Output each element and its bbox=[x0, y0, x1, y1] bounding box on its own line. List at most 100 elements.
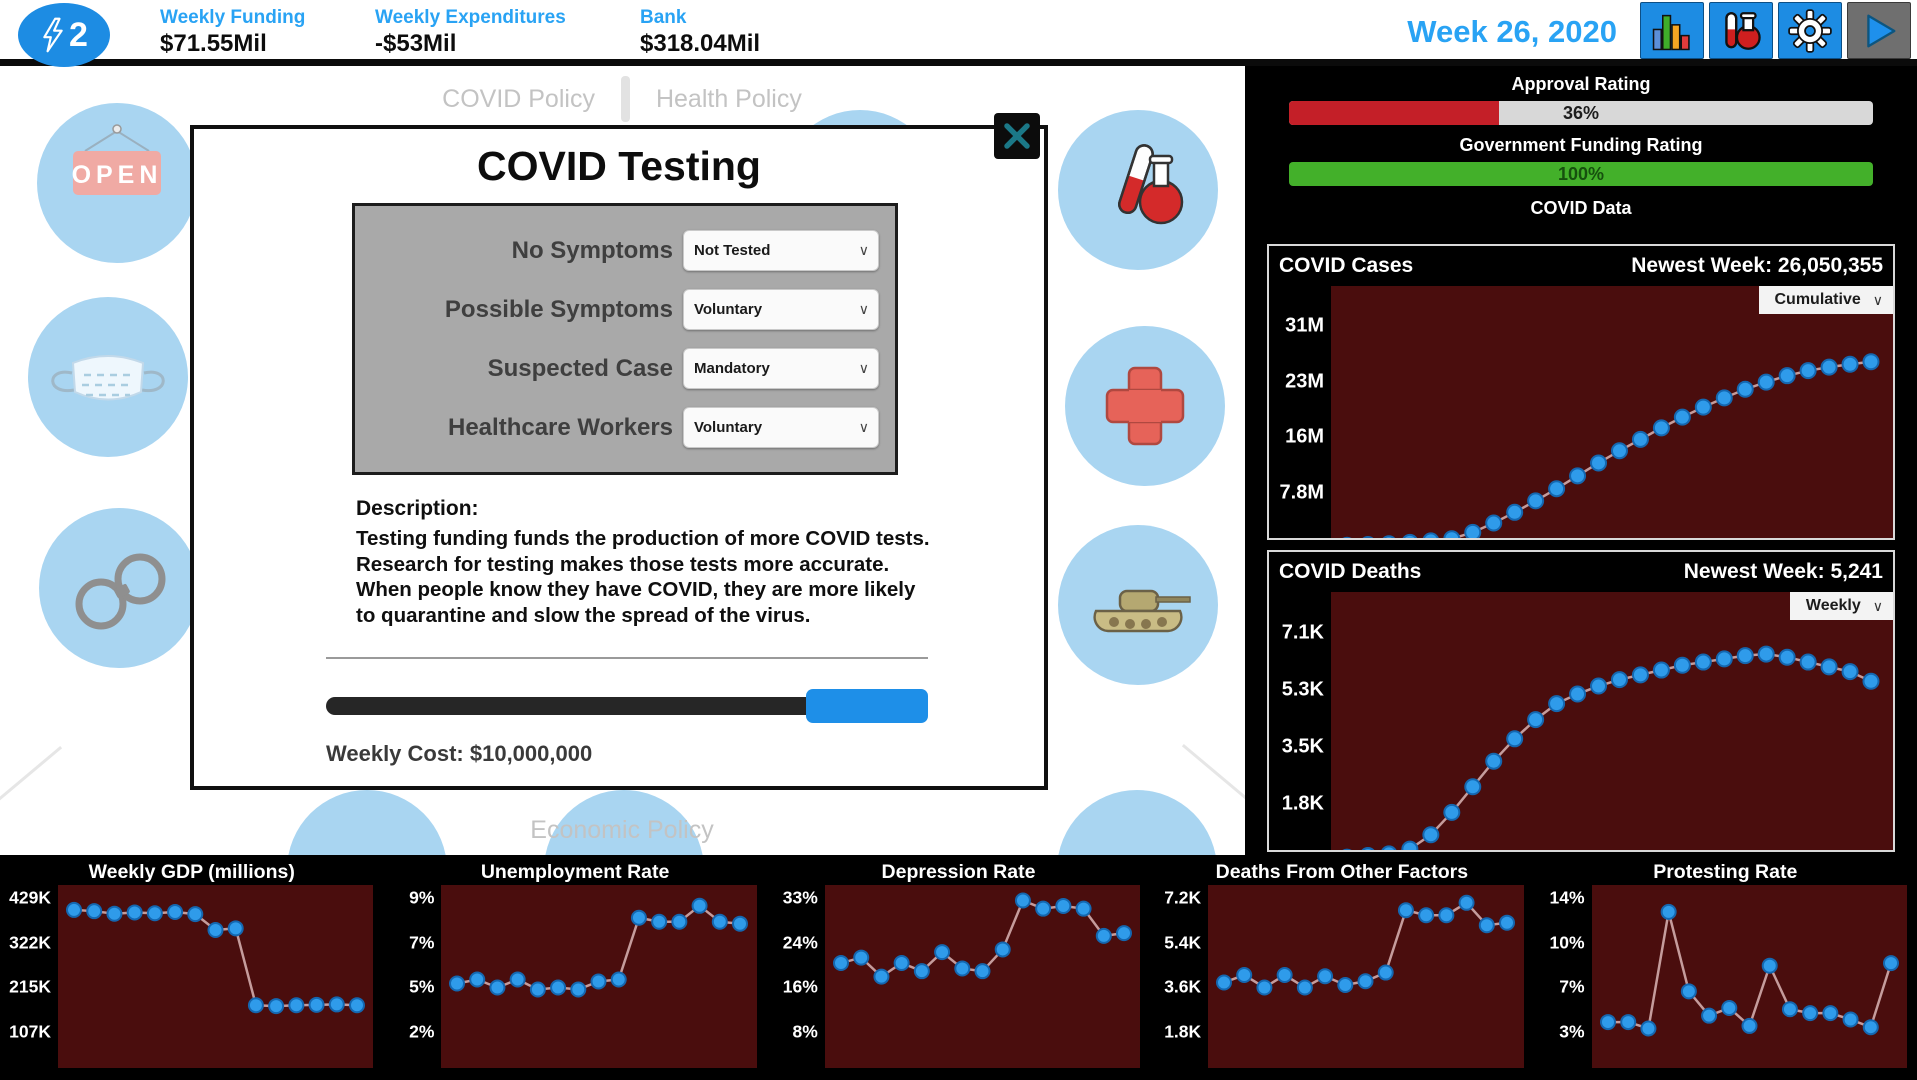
chart-plot bbox=[1591, 885, 1907, 1068]
form-row: Possible Symptoms Voluntary ∨ bbox=[371, 289, 879, 330]
chart-body: 33% 24% 16% 8% bbox=[766, 885, 1141, 1068]
policy-button-military[interactable] bbox=[1058, 525, 1218, 685]
other-deaths-chart: Deaths From Other Factors 7.2K 5.4K 3.6K 1.… bbox=[1150, 855, 1533, 1080]
covid-data-heading: COVID Data bbox=[1530, 198, 1632, 218]
healthcare-workers-select[interactable]: Voluntary ∨ bbox=[683, 407, 879, 448]
energy-count: 2 bbox=[69, 15, 88, 54]
chart-title: Depression Rate bbox=[881, 861, 1036, 883]
close-button[interactable] bbox=[994, 113, 1040, 159]
description-block: Description: Testing funding funds the p… bbox=[356, 497, 940, 628]
chart-body: 9% 7% 5% 2% bbox=[383, 885, 757, 1068]
chart-plot bbox=[824, 885, 1141, 1068]
tab-economic-policy[interactable]: Economic Policy bbox=[530, 816, 714, 844]
y-axis: 14% 10% 7% 3% bbox=[1533, 885, 1592, 1068]
no-symptoms-select[interactable]: Not Tested ∨ bbox=[683, 230, 879, 271]
y-axis: 7.1K 5.3K 3.5K 1.8K bbox=[1269, 592, 1331, 850]
chevron-down-icon: ∨ bbox=[1872, 597, 1883, 614]
covid-cases-chart: COVID Cases Newest Week: 26,050,355 31M 2… bbox=[1267, 244, 1895, 540]
chevron-down-icon: ∨ bbox=[1872, 291, 1883, 308]
funding-rating-bar: 100% bbox=[1289, 162, 1873, 186]
chart-plot bbox=[58, 885, 374, 1068]
selected-value: Voluntary bbox=[694, 419, 763, 436]
week-label: Week 26, 2020 bbox=[1407, 14, 1617, 49]
chart-plot: Cumulative ∨ bbox=[1331, 286, 1893, 538]
lightning-icon bbox=[43, 17, 63, 53]
economic-stats-strip: Weekly GDP (millions) 429K 322K 215K 107K U… bbox=[0, 855, 1917, 1080]
form-row: Suspected Case Mandatory ∨ bbox=[371, 348, 879, 389]
suspected-case-select[interactable]: Mandatory ∨ bbox=[683, 348, 879, 389]
description-text: Testing funding funds the production of … bbox=[356, 527, 930, 627]
stat-value: -$53Mil bbox=[375, 30, 457, 57]
deaths-mode-select[interactable]: Weekly ∨ bbox=[1789, 592, 1893, 620]
open-sign-text: OPEN bbox=[72, 161, 163, 189]
possible-symptoms-select[interactable]: Voluntary ∨ bbox=[683, 289, 879, 330]
newest-week-value: Newest Week: 5,241 bbox=[1683, 560, 1883, 583]
cases-mode-select[interactable]: Cumulative ∨ bbox=[1758, 286, 1893, 314]
play-button[interactable] bbox=[1847, 2, 1911, 59]
policy-button-partial[interactable] bbox=[1057, 790, 1217, 855]
stat-value: $71.55Mil bbox=[160, 30, 267, 57]
tank-icon bbox=[1093, 589, 1191, 633]
chart-body: 31M 23M 16M 7.8M Cumulative ∨ bbox=[1269, 286, 1893, 538]
slider-handle[interactable] bbox=[806, 689, 928, 723]
covid-deaths-chart: COVID Deaths Newest Week: 5,241 7.1K 5.3K… bbox=[1267, 550, 1895, 852]
stat-value: $318.04Mil bbox=[640, 30, 761, 57]
covid-testing-modal: COVID Testing No Symptoms Not Tested ∨ P… bbox=[190, 113, 1048, 790]
policy-button-masks[interactable] bbox=[28, 297, 188, 457]
tab-covid-policy[interactable]: COVID Policy bbox=[442, 84, 595, 113]
chevron-down-icon: ∨ bbox=[858, 242, 869, 258]
gear-icon bbox=[1788, 8, 1832, 53]
policy-button-testing[interactable] bbox=[1058, 110, 1218, 270]
policy-tabs: COVID Policy Health Policy bbox=[292, 76, 952, 122]
policy-button-partial[interactable] bbox=[287, 790, 447, 855]
field-label: Possible Symptoms bbox=[444, 295, 673, 323]
stat-label: Weekly Funding bbox=[160, 7, 306, 28]
chart-title: Unemployment Rate bbox=[480, 861, 670, 883]
chart-plot bbox=[1208, 885, 1524, 1068]
approval-bar-fill bbox=[1289, 101, 1500, 125]
chart-plot: Weekly ∨ bbox=[1331, 592, 1893, 850]
test-tubes-icon bbox=[1118, 144, 1184, 225]
newest-week-value: Newest Week: 26,050,355 bbox=[1631, 254, 1883, 277]
stats-button[interactable] bbox=[1640, 2, 1704, 59]
stat-label: Weekly Expenditures bbox=[375, 7, 566, 28]
funding-rating-value: 100% bbox=[1557, 164, 1605, 184]
unemployment-chart: Unemployment Rate 9% 7% 5% 2% bbox=[383, 855, 766, 1080]
selected-value: Not Tested bbox=[694, 242, 771, 259]
policy-button-healthcare[interactable] bbox=[1065, 326, 1225, 486]
y-axis: 33% 24% 16% 8% bbox=[766, 885, 825, 1068]
decoration-line bbox=[0, 745, 63, 820]
policy-button-enforcement[interactable] bbox=[39, 508, 199, 668]
chart-body: 429K 322K 215K 107K bbox=[0, 885, 374, 1068]
policy-canvas: COVID Policy Health Policy OPEN bbox=[0, 66, 1245, 855]
stat-weekly-expenditures: Weekly Expenditures -$53Mil bbox=[375, 7, 566, 58]
tab-health-policy[interactable]: Health Policy bbox=[655, 84, 802, 113]
policy-button-business[interactable]: OPEN bbox=[37, 103, 197, 263]
y-axis: 9% 7% 5% 2% bbox=[383, 885, 442, 1068]
chart-body: 7.1K 5.3K 3.5K 1.8K Weekly ∨ bbox=[1269, 592, 1893, 850]
tab-divider bbox=[620, 76, 630, 122]
medical-cross-icon bbox=[1105, 366, 1185, 446]
approval-rating-value: 36% bbox=[1562, 103, 1600, 123]
chevron-down-icon: ∨ bbox=[858, 419, 869, 435]
description-heading: Description: bbox=[356, 497, 479, 520]
modal-title: COVID Testing bbox=[477, 143, 761, 189]
chart-body: 14% 10% 7% 3% bbox=[1533, 885, 1907, 1068]
selected-mode: Weekly bbox=[1805, 597, 1861, 614]
stat-weekly-funding: Weekly Funding $71.55Mil bbox=[160, 7, 305, 58]
divider bbox=[326, 657, 928, 659]
testing-policy-form: No Symptoms Not Tested ∨ Possible Sympto… bbox=[352, 203, 898, 475]
status-panel: Approval Rating 36% Government Funding R… bbox=[1245, 66, 1917, 855]
settings-button[interactable] bbox=[1778, 2, 1842, 59]
face-mask-icon bbox=[51, 355, 165, 401]
selected-value: Voluntary bbox=[694, 301, 763, 318]
chart-title: Weekly GDP (millions) bbox=[88, 861, 295, 883]
form-row: Healthcare Workers Voluntary ∨ bbox=[371, 407, 879, 448]
selected-mode: Cumulative bbox=[1774, 291, 1861, 308]
chart-header: COVID Deaths Newest Week: 5,241 bbox=[1269, 552, 1893, 592]
y-axis: 7.2K 5.4K 3.6K 1.8K bbox=[1150, 885, 1209, 1068]
research-button[interactable] bbox=[1709, 2, 1773, 59]
chart-title: COVID Deaths bbox=[1279, 560, 1422, 583]
funding-slider[interactable] bbox=[326, 689, 928, 723]
